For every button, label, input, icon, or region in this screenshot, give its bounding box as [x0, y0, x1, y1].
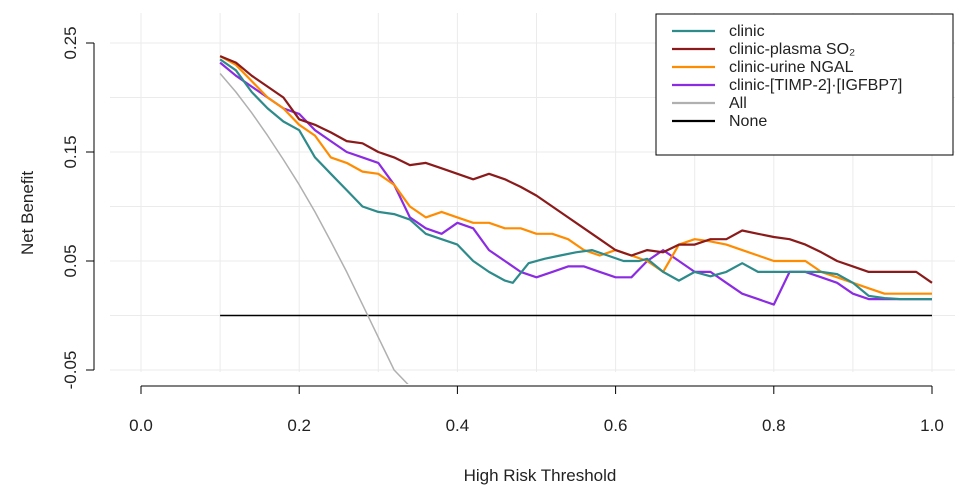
y-tick-label: 0.15	[61, 135, 80, 168]
series-lines	[219, 55, 933, 384]
series-line-clinic-urine-ngal	[219, 55, 932, 295]
y-tick-label: 0.25	[61, 26, 80, 59]
x-tick-label: 1.0	[920, 416, 944, 435]
legend-label: clinic-urine NGAL	[729, 59, 854, 76]
x-tick-label: 0.2	[287, 416, 311, 435]
series-line-clinic-timp-2-igfbp7-	[219, 61, 932, 306]
legend-label: clinic-[TIMP-2]·[IGFBP7]	[729, 77, 902, 94]
y-tick-label: 0.05	[61, 244, 80, 277]
legend-label: None	[729, 113, 767, 130]
series-line-clinic-plasma-so-	[219, 55, 933, 284]
series-line-all	[219, 73, 409, 384]
axes: 0.0 0.2 0.4 0.6 0.8 1.0 -0.05 0.05 0.15 0.25	[61, 26, 944, 435]
y-tick-label: -0.05	[61, 351, 80, 390]
x-tick-label: 0.4	[446, 416, 470, 435]
x-tick-label: 0.0	[129, 416, 153, 435]
x-tick-label: 0.6	[604, 416, 628, 435]
x-tick-label: 0.8	[762, 416, 786, 435]
y-axis-title: Net Benefit	[18, 171, 37, 255]
legend-label: clinic	[729, 23, 765, 40]
legend-label: All	[729, 95, 747, 112]
series-line-clinic	[219, 58, 932, 301]
x-axis-title: High Risk Threshold	[464, 466, 617, 485]
legend-label: clinic-plasma SO₂	[729, 41, 855, 58]
